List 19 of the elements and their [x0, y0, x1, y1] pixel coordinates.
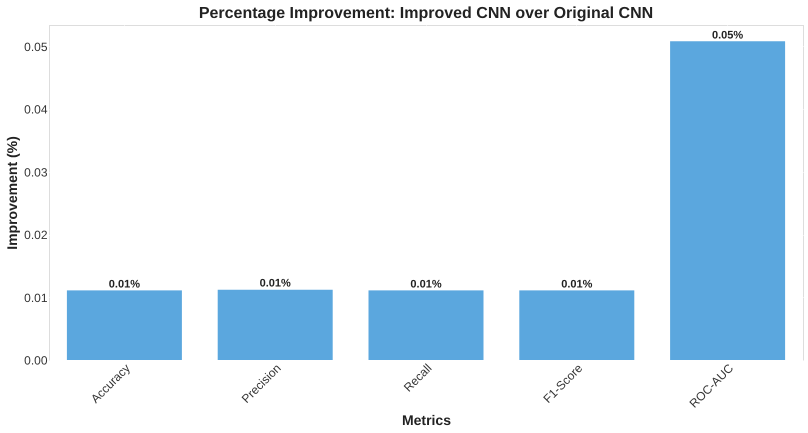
bar — [368, 290, 484, 360]
x-axis-title: Metrics — [402, 412, 452, 428]
data-label: 0.01% — [108, 278, 140, 290]
data-label: 0.01% — [410, 278, 442, 290]
bar — [66, 290, 182, 360]
y-axis-title: Improvement (%) — [4, 136, 20, 250]
bar — [670, 41, 786, 360]
y-tick-label: 0.05 — [24, 40, 48, 54]
y-tick-label: 0.04 — [24, 102, 48, 117]
data-label: 0.01% — [260, 278, 292, 290]
y-tick-label: 0.03 — [24, 165, 48, 180]
chart-title: Percentage Improvement: Improved CNN over Original CNN — [198, 5, 654, 22]
y-tick-label: 0.01 — [24, 290, 48, 305]
data-label: 0.05% — [712, 29, 744, 42]
bar — [218, 290, 333, 360]
bar — [519, 290, 634, 360]
data-label: 0.01% — [561, 278, 593, 290]
y-tick-label: 0.00 — [24, 354, 48, 368]
y-tick-label: 0.02 — [24, 228, 48, 242]
